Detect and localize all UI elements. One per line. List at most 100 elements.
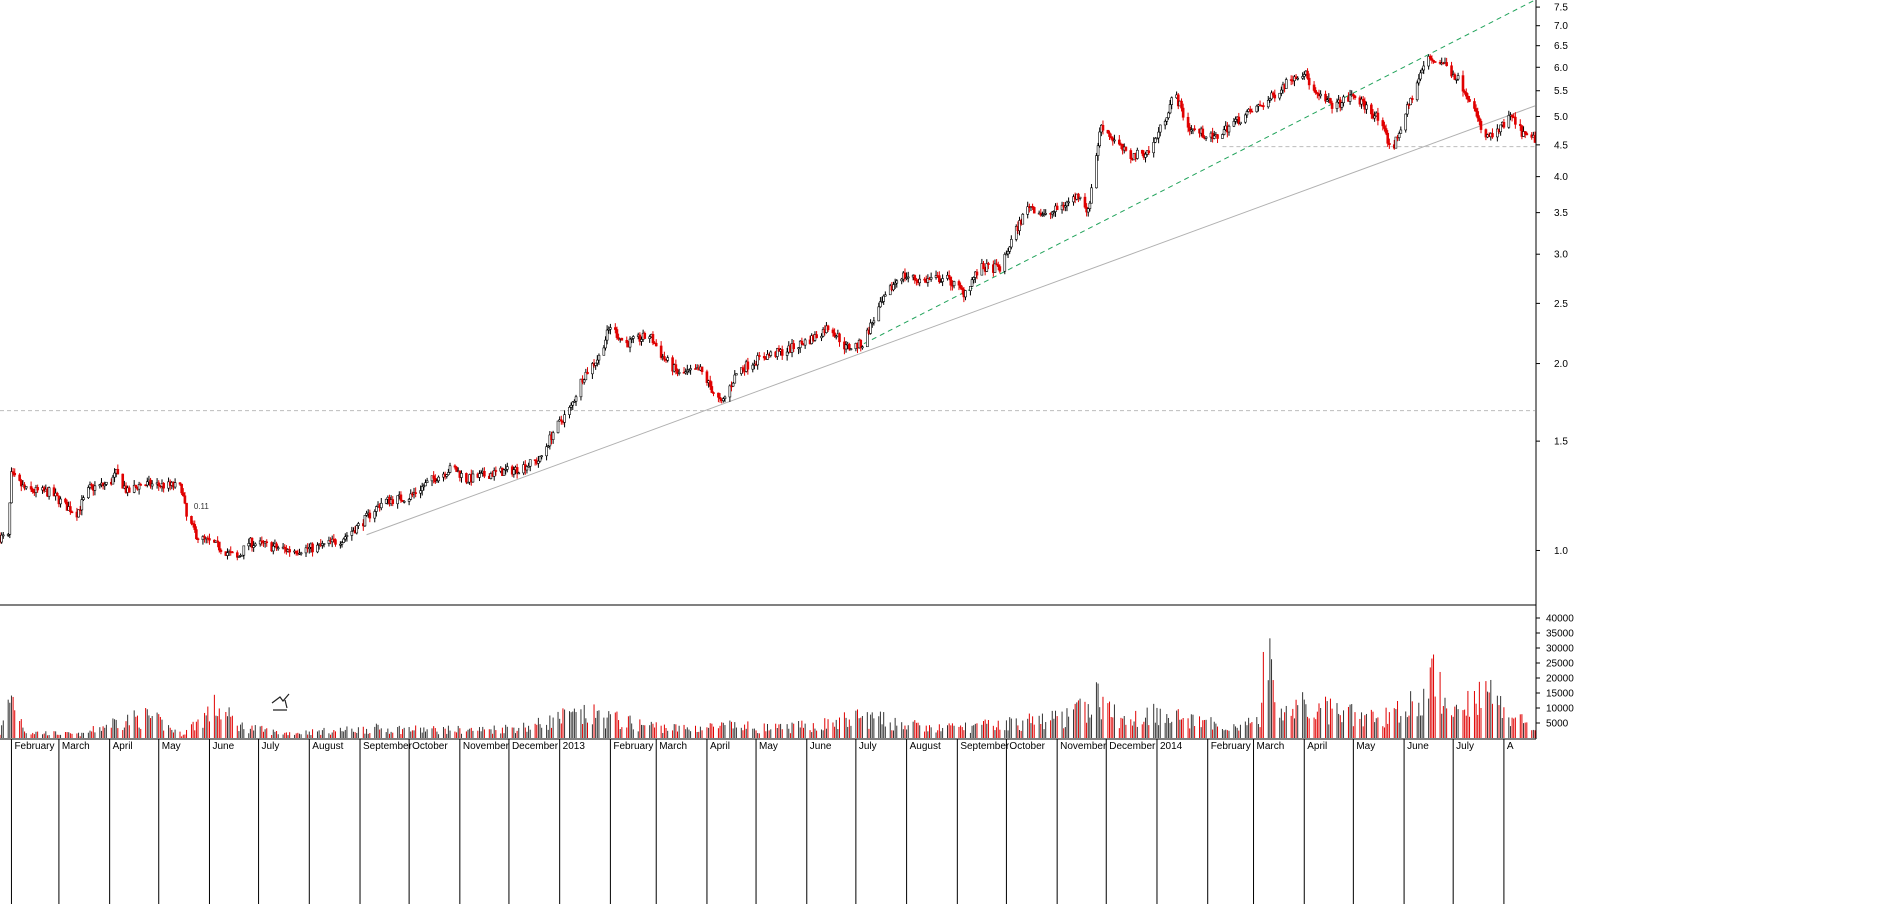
candle-body — [1496, 128, 1499, 138]
candle-body — [69, 506, 72, 513]
candle-body — [995, 263, 998, 266]
candle-body — [1388, 143, 1391, 145]
candle-body — [1463, 90, 1466, 93]
volume-tick-label: 35000 — [1546, 629, 1574, 640]
candle-body — [1407, 104, 1411, 106]
candle-body — [311, 543, 314, 553]
candle-body — [939, 281, 943, 283]
candle-body — [1181, 107, 1185, 118]
candle-body — [276, 547, 280, 550]
candle-body — [605, 329, 609, 341]
candle-body — [1520, 125, 1524, 137]
candle-body — [483, 471, 486, 477]
volume-tick-label: 25000 — [1546, 659, 1574, 670]
candle-body — [731, 382, 735, 387]
chart-annotation: 0.11 — [194, 502, 210, 511]
candle-body — [869, 322, 872, 334]
candle-body — [569, 404, 573, 408]
candle-body — [219, 549, 223, 552]
candle-body — [525, 466, 529, 471]
candle-body — [494, 470, 498, 472]
candle-body — [762, 356, 766, 359]
candle-body — [216, 540, 219, 543]
candle-body — [708, 380, 712, 387]
candle-body — [1419, 72, 1422, 80]
candle-body — [684, 371, 687, 374]
candle-body — [1397, 133, 1401, 138]
volume-tick-label: 10000 — [1546, 704, 1574, 715]
candle-body — [838, 333, 841, 343]
candle-body — [445, 474, 449, 477]
candle-body — [1193, 128, 1196, 131]
price-tick-label: 4.5 — [1554, 140, 1568, 151]
candle-body — [1239, 121, 1242, 124]
volume-axis: 5000 10000 15000 20000 25000 30000 35000 40000 — [1536, 614, 1574, 730]
candle-body — [88, 484, 92, 488]
candle-body — [271, 545, 275, 552]
candle-body — [127, 487, 131, 493]
candle-body — [844, 344, 848, 350]
candle-body — [316, 544, 319, 553]
candle-body — [1255, 105, 1259, 113]
candle-body — [758, 355, 761, 357]
candle-body — [756, 355, 759, 366]
candle-body — [1271, 92, 1275, 96]
price-tick-label: 3.5 — [1554, 208, 1568, 219]
candle-body — [970, 279, 974, 287]
month-label: April — [113, 741, 133, 752]
month-label: May — [759, 741, 778, 752]
candle-body — [1325, 99, 1329, 102]
candle-body — [1136, 149, 1139, 159]
candle-body — [826, 325, 830, 331]
candle-body — [527, 465, 530, 468]
candle-body — [560, 419, 563, 422]
candle-body — [1095, 155, 1098, 189]
candle-body — [506, 466, 509, 470]
candle-body — [1248, 108, 1252, 112]
candle-body — [1067, 201, 1070, 204]
candle-body — [1422, 65, 1426, 71]
candle-body — [638, 334, 642, 342]
candle-body — [1098, 131, 1102, 147]
candle-body — [848, 344, 851, 350]
month-label: June — [1407, 741, 1429, 752]
candle-body — [1296, 77, 1300, 80]
candle-body — [29, 486, 33, 490]
candle-body — [1352, 94, 1355, 97]
candle-body — [718, 397, 722, 400]
candle-body — [350, 531, 354, 536]
month-label: March — [62, 741, 90, 752]
candle-body — [242, 545, 246, 556]
candle-body — [1157, 131, 1160, 139]
candle-body — [6, 534, 10, 536]
candle-body — [116, 468, 120, 475]
candle-body — [1140, 149, 1144, 154]
candle-body — [391, 499, 395, 505]
candle-body — [1502, 121, 1506, 128]
candle-body — [1262, 105, 1265, 108]
candle-body — [1111, 137, 1115, 142]
candle-body — [1031, 206, 1034, 208]
candle-body — [1373, 115, 1376, 119]
candle-body — [866, 329, 869, 348]
candle-body — [1039, 212, 1043, 216]
candle-body — [833, 332, 836, 337]
candle-body — [1026, 206, 1029, 215]
candle-body — [70, 511, 74, 514]
candle-body — [240, 554, 244, 557]
candle-body — [1383, 125, 1386, 129]
candle-body — [1124, 146, 1128, 151]
month-label: February — [613, 741, 653, 752]
candle-body — [1335, 101, 1339, 109]
candle-body — [1361, 98, 1365, 102]
candle-body — [677, 371, 681, 374]
candle-body — [538, 455, 542, 462]
candle-body — [466, 481, 470, 484]
candle-body — [582, 379, 586, 383]
candle-body — [1003, 254, 1007, 272]
candle-body — [1006, 251, 1010, 255]
candle-body — [1052, 211, 1056, 213]
candle-body — [275, 543, 278, 549]
candle-body — [960, 287, 964, 290]
candle-body — [1430, 58, 1434, 61]
